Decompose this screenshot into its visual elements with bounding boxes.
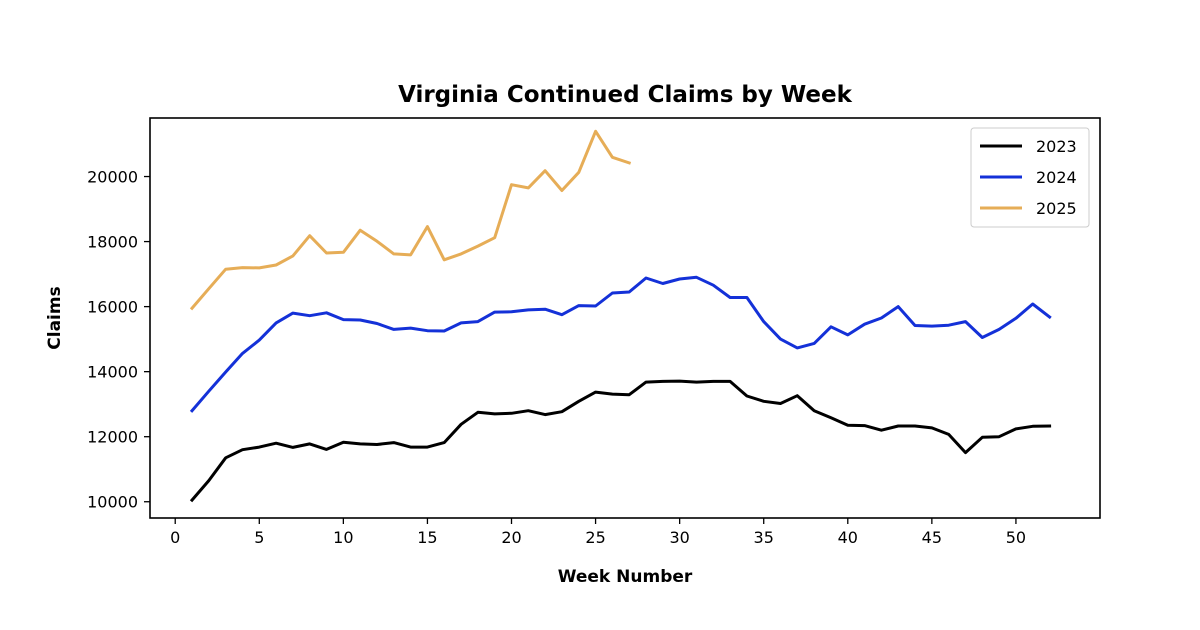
x-tick-label: 10: [333, 528, 353, 547]
series-lines: [189, 129, 1052, 503]
series-line-2024: [189, 275, 1052, 413]
x-tick-label: 5: [254, 528, 264, 547]
legend-box: [970, 127, 1090, 228]
y-tick-label: 18000: [87, 233, 138, 252]
y-tick-label: 14000: [87, 363, 138, 382]
x-tick-label: 35: [754, 528, 774, 547]
x-tick-label: 40: [838, 528, 858, 547]
y-tick-label: 12000: [87, 428, 138, 447]
legend-label-2024: 2024: [1036, 168, 1077, 187]
x-tick-label: 45: [922, 528, 942, 547]
x-axis: 0 5 10 15 20 25 30 35 40 45 50: [170, 518, 1026, 547]
y-tick-label: 10000: [87, 493, 138, 512]
series-line-2023: [189, 379, 1052, 503]
legend: 2023 2024 2025: [970, 127, 1090, 228]
x-tick-label: 30: [669, 528, 689, 547]
chart-title: Virginia Continued Claims by Week: [398, 82, 853, 108]
y-axis-label: Claims: [45, 286, 65, 349]
x-tick-label: 20: [501, 528, 521, 547]
y-tick-label: 20000: [87, 168, 138, 187]
y-tick-label: 16000: [87, 298, 138, 317]
series-line-2025: [189, 129, 632, 311]
x-tick-label: 25: [585, 528, 605, 547]
x-tick-label: 0: [170, 528, 180, 547]
x-axis-label: Week Number: [558, 567, 693, 587]
x-tick-label: 50: [1006, 528, 1026, 547]
y-axis: 10000 12000 14000 16000 18000 20000: [87, 168, 150, 512]
x-tick-label: 15: [417, 528, 437, 547]
plot-area: [149, 117, 1101, 519]
legend-label-2023: 2023: [1036, 137, 1077, 156]
legend-label-2025: 2025: [1036, 199, 1077, 218]
